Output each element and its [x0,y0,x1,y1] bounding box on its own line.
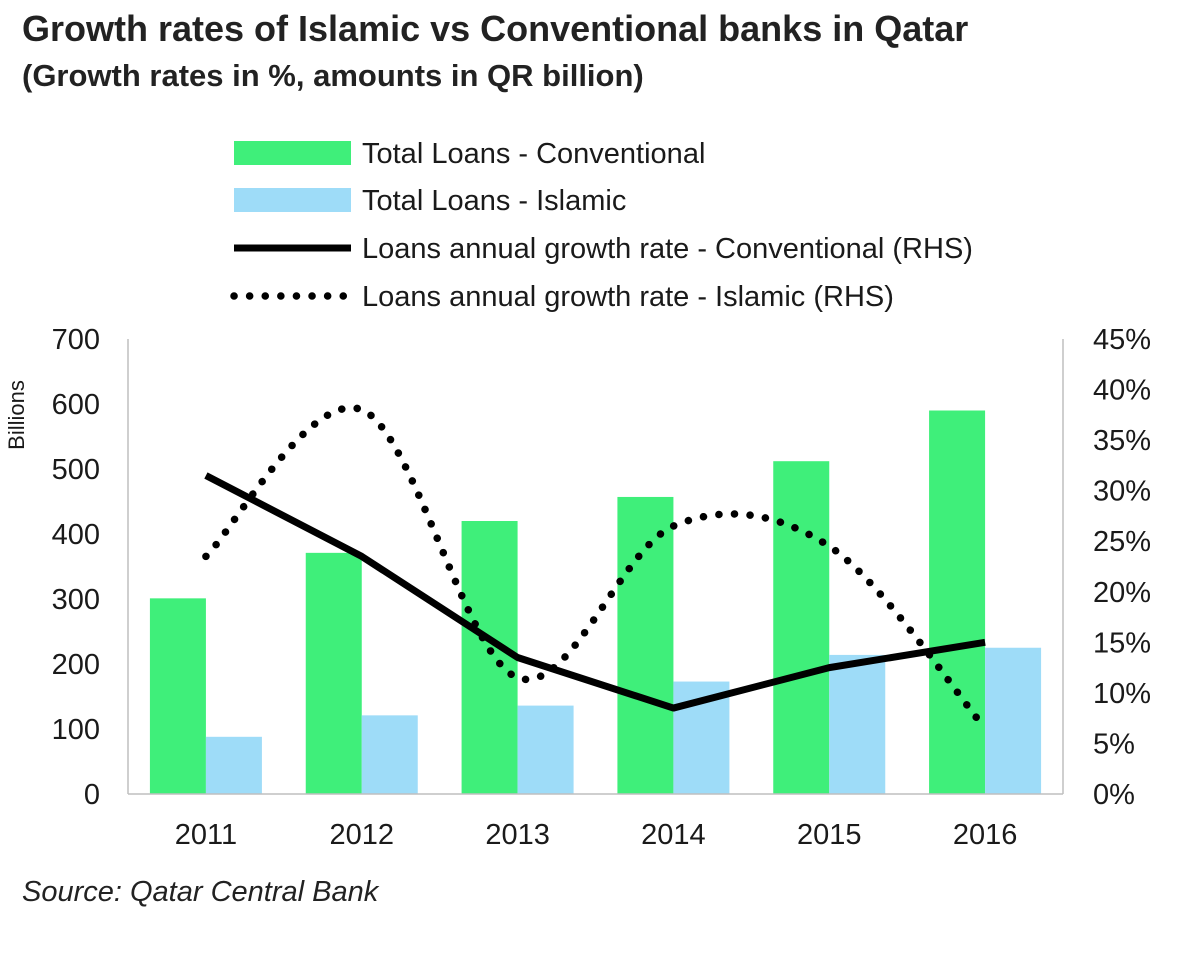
legend-swatch-conventional-loans [234,141,351,165]
y-tick-label: 0 [84,779,100,811]
y-tick-label: 200 [52,649,100,681]
x-tick-label: 2013 [485,819,550,851]
legend-label: Total Loans - Conventional [362,138,705,170]
x-tick-label: 2014 [641,819,706,851]
y2-tick-label: 5% [1093,728,1135,760]
bar-islamic-2013 [517,705,574,794]
legend-label: Total Loans - Islamic [362,185,626,217]
y2-tick-label: 30% [1093,476,1151,508]
bar-islamic-2015 [829,654,886,794]
y-tick-label: 600 [52,389,100,421]
bar-conventional-2016 [929,410,986,794]
y-tick-label: 100 [52,714,100,746]
y2-tick-label: 40% [1093,375,1151,407]
legend-label: Loans annual growth rate - Islamic (RHS) [362,281,894,313]
bar-conventional-2014 [617,496,674,794]
y2-tick-label: 35% [1093,425,1151,457]
y2-tick-label: 20% [1093,577,1151,609]
y-tick-label: 500 [52,454,100,486]
x-tick-label: 2012 [329,819,394,851]
legend-label: Loans annual growth rate - Conventional … [362,233,973,265]
y-tick-label: 300 [52,584,100,616]
x-tick-label: 2016 [953,819,1018,851]
bar-conventional-2012 [305,552,362,794]
y2-tick-label: 25% [1093,526,1151,558]
source-note: Source: Qatar Central Bank [22,876,379,908]
bar-conventional-2011 [149,598,206,794]
line-islamic-growth [202,404,989,733]
bar-islamic-2016 [985,647,1042,794]
y2-tick-label: 0% [1093,779,1135,811]
line-conventional-growth [204,472,986,712]
legend-swatch-islamic-loans [234,188,351,212]
chart-subtitle: (Growth rates in %, amounts in QR billio… [22,58,644,93]
y2-tick-label: 15% [1093,627,1151,659]
bar-conventional-2015 [773,461,830,794]
y2-tick-label: 10% [1093,678,1151,710]
y-tick-label: 400 [52,519,100,551]
bar-islamic-2012 [361,715,418,794]
bar-conventional-2013 [461,521,518,794]
y2-tick-label: 45% [1093,324,1151,356]
y-axis-title: Billions [4,380,29,450]
bar-islamic-2011 [205,736,262,794]
x-tick-label: 2011 [175,819,237,851]
y-tick-label: 700 [52,324,100,356]
x-tick-label: 2015 [797,819,862,851]
chart-title: Growth rates of Islamic vs Conventional … [22,8,969,49]
